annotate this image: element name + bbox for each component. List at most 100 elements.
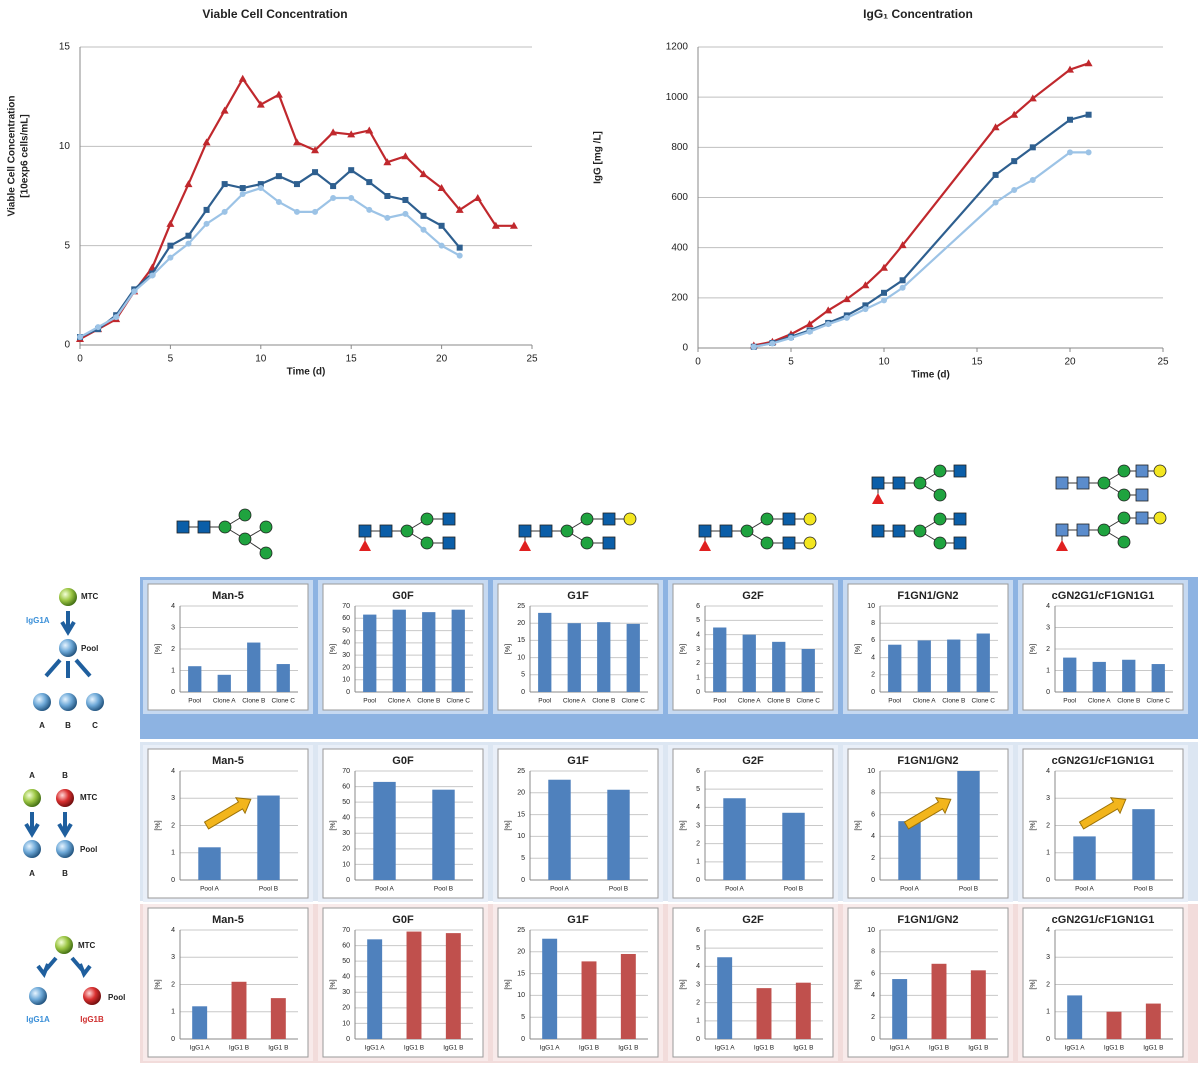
marker	[274, 90, 283, 98]
glycan-square	[1076, 523, 1090, 537]
marker	[1085, 149, 1092, 156]
y-tick-label: 0	[696, 689, 700, 696]
marker	[842, 295, 851, 303]
bar	[188, 666, 202, 692]
glycan-circle	[1097, 523, 1111, 537]
x-tick-label: 25	[526, 354, 538, 365]
x-tick-label: Pool A	[375, 886, 394, 893]
chart-title: cGN2G1/cF1GN1G1	[1052, 755, 1155, 767]
y-tick-label: 3	[171, 624, 175, 631]
glycan-square	[782, 512, 796, 526]
sphere	[33, 693, 51, 711]
y-axis-label: [%]	[505, 979, 512, 989]
glycan-circle	[218, 520, 232, 534]
glycan-circle	[1153, 511, 1167, 525]
diagram-label: Pool	[108, 993, 125, 1002]
y-tick-label: 1	[696, 1018, 700, 1025]
sphere	[83, 987, 101, 1005]
marker	[862, 306, 869, 313]
glycan-square	[602, 512, 616, 526]
bar	[451, 609, 465, 692]
y-tick-label: 4	[171, 603, 175, 610]
y-tick-label: 50	[342, 627, 350, 634]
x-tick-label: 0	[77, 354, 83, 365]
x-tick-label: Clone A	[913, 698, 936, 705]
chart-title: Man-5	[212, 755, 244, 767]
y-tick-label: 40	[342, 815, 350, 822]
marker	[991, 123, 1000, 131]
marker	[384, 193, 391, 199]
glycan-circle	[913, 476, 927, 490]
x-tick-label: IgG1 A	[715, 1045, 736, 1052]
bar	[1145, 1003, 1161, 1039]
y-tick-label: 20	[342, 1005, 350, 1012]
marker	[312, 208, 319, 215]
diagram: MTC Pool IgG1A IgG1B	[26, 936, 125, 1024]
marker	[899, 284, 906, 291]
chart-box	[147, 748, 309, 899]
marker	[95, 324, 102, 331]
bar	[723, 798, 746, 880]
x-tick-label: IgG1 B	[968, 1045, 988, 1052]
y-tick-label: 3	[171, 795, 175, 802]
arrow	[36, 956, 92, 979]
glycan-circle	[400, 524, 414, 538]
marker	[149, 272, 156, 279]
marker	[257, 181, 264, 188]
chart-box	[847, 748, 1009, 899]
y-tick-label: 1	[171, 1009, 175, 1016]
chart-box	[1022, 748, 1184, 899]
marker	[456, 252, 463, 259]
x-tick-label: Pool B	[1134, 886, 1153, 893]
glycan-fucose	[1056, 540, 1068, 551]
chart-title: G0F	[392, 914, 414, 926]
y-tick-label: 30	[342, 989, 350, 996]
glycan-square	[871, 476, 885, 490]
marker	[77, 334, 83, 341]
y-axis-label: [%]	[855, 644, 862, 654]
x-tick-label: Clone A	[738, 698, 761, 705]
x-tick-label: 20	[436, 354, 448, 365]
bar	[406, 931, 422, 1039]
y-tick-label: 0	[871, 1036, 875, 1043]
chart-title: G0F	[392, 755, 414, 767]
y-tick-label: 0	[521, 689, 525, 696]
bar	[892, 979, 908, 1039]
marker	[365, 126, 374, 134]
y-tick-label: 3	[1046, 624, 1050, 631]
y-tick-label: 3	[171, 954, 175, 961]
x-tick-label: IgG1 B	[443, 1045, 463, 1052]
y-axis-label: [%]	[330, 979, 337, 989]
glycan-fucose	[359, 540, 371, 551]
bar	[947, 639, 961, 692]
bar	[1092, 661, 1106, 692]
y-tick-label: 1200	[666, 42, 689, 53]
y-tick-label: 1	[1046, 850, 1050, 857]
marker	[992, 199, 999, 206]
marker	[843, 314, 850, 321]
x-tick-label: Pool B	[609, 886, 628, 893]
bar	[1122, 659, 1136, 692]
glycan-circle	[580, 536, 594, 550]
glycan-square	[358, 524, 372, 538]
chart-title: G1F	[567, 590, 589, 602]
x-tick-label: 0	[695, 357, 701, 368]
y-tick-label: 60	[342, 615, 350, 622]
marker	[184, 180, 193, 188]
x-tick-label: IgG1 B	[1143, 1045, 1163, 1052]
bar	[620, 953, 636, 1039]
glycan-circle	[933, 464, 947, 478]
bar	[373, 781, 396, 880]
highlight-arrow	[903, 797, 952, 830]
x-axis-label: Time (d)	[911, 370, 950, 381]
marker	[420, 226, 427, 233]
glycan-square	[871, 524, 885, 538]
y-tick-label: 25	[517, 768, 525, 775]
x-tick-label: Pool B	[259, 886, 278, 893]
y-tick-label: 40	[342, 640, 350, 647]
y-axis-label: [%]	[330, 644, 337, 654]
marker	[825, 321, 832, 328]
marker	[824, 306, 833, 314]
marker	[256, 100, 265, 108]
y-tick-label: 5	[521, 1014, 525, 1021]
